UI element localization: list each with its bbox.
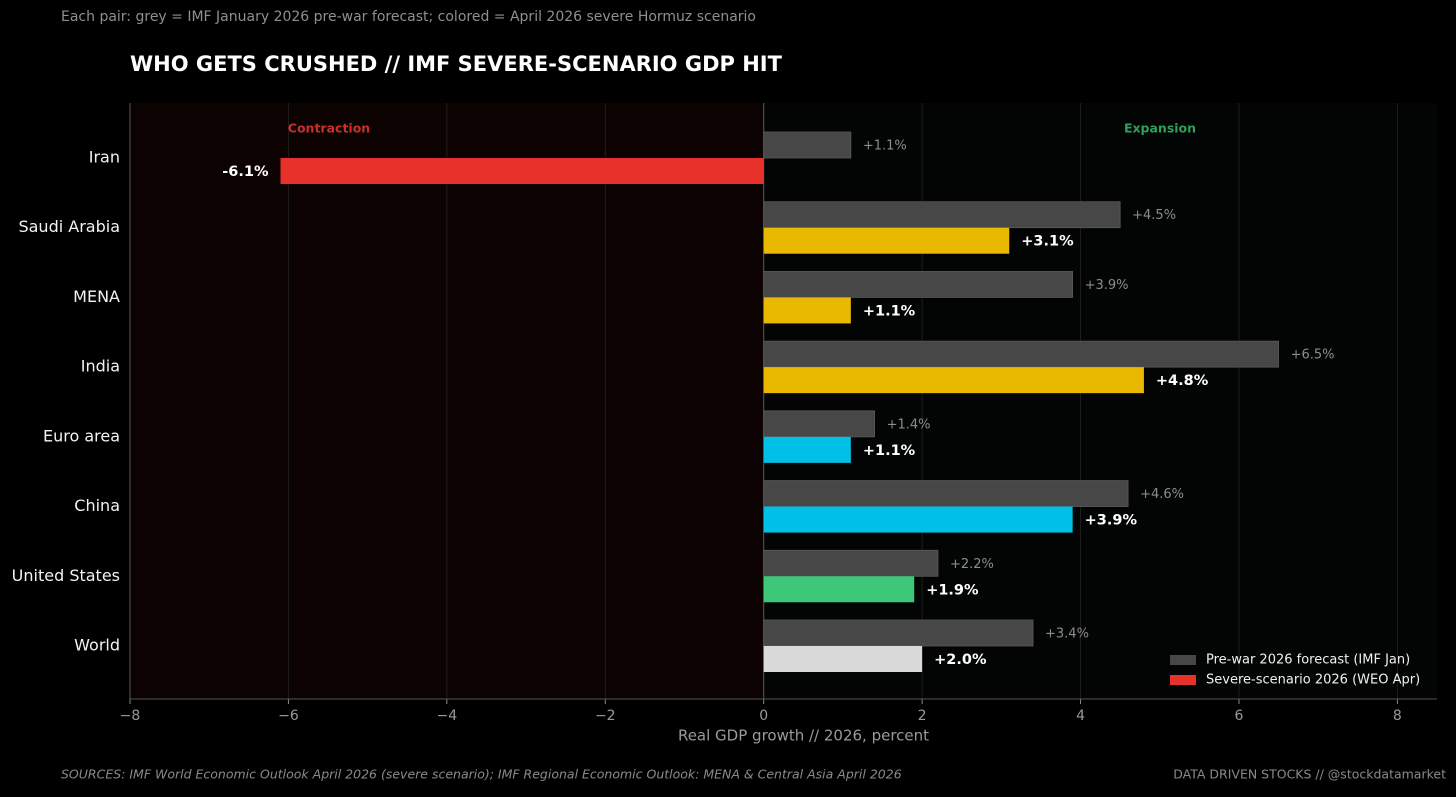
value-label: +1.1% — [863, 139, 907, 154]
x-tick-label: 4 — [1076, 708, 1085, 724]
x-tick-label: −6 — [278, 708, 299, 724]
x-tick-label: 0 — [759, 708, 768, 724]
value-label: +1.1% — [863, 443, 916, 459]
value-label: +4.5% — [1132, 208, 1176, 223]
prewar-bar — [763, 410, 875, 438]
x-tick-label: 2 — [918, 708, 927, 724]
expansion-zone — [763, 103, 1437, 699]
legend-swatch — [1170, 655, 1196, 665]
y-tick-label: MENA — [73, 287, 120, 306]
prewar-bar — [763, 131, 852, 159]
value-label: +4.8% — [1156, 373, 1209, 389]
subtitle: Each pair: grey = IMF January 2026 pre-w… — [61, 9, 756, 25]
severe-bar — [763, 297, 851, 324]
severe-bar — [763, 646, 923, 672]
y-tick-label: United States — [12, 566, 120, 585]
y-tick-label: Euro area — [43, 426, 120, 445]
value-label: +4.6% — [1140, 487, 1184, 502]
x-tick-label: −8 — [120, 708, 141, 724]
value-label: +6.5% — [1291, 348, 1335, 363]
severe-bar — [763, 576, 915, 603]
severe-bar — [763, 227, 1010, 254]
value-label: +3.9% — [1085, 513, 1138, 529]
prewar-bar — [763, 549, 939, 577]
severe-bar — [280, 158, 764, 184]
y-tick-label: World — [74, 636, 120, 655]
annotation: Expansion — [1124, 121, 1196, 136]
prewar-bar — [763, 480, 1129, 507]
x-axis-label: Real GDP growth // 2026, percent — [678, 727, 929, 745]
x-tick-label: −4 — [437, 708, 458, 724]
value-label: -6.1% — [222, 164, 269, 180]
prewar-bar — [763, 619, 1034, 647]
legend-swatch — [1170, 675, 1196, 685]
value-label: +1.9% — [926, 582, 979, 598]
x-tick-label: 6 — [1235, 708, 1244, 724]
value-label: +2.0% — [934, 652, 987, 668]
y-tick-label: Saudi Arabia — [18, 217, 120, 236]
source: SOURCES: IMF World Economic Outlook Apri… — [61, 767, 902, 782]
severe-bar — [763, 436, 851, 463]
severe-bar — [763, 367, 1144, 394]
chart-title: WHO GETS CRUSHED // IMF SEVERE-SCENARIO … — [130, 52, 783, 76]
legend-label: Pre-war 2026 forecast (IMF Jan) — [1206, 653, 1410, 668]
prewar-bar — [763, 340, 1279, 368]
annotation: Contraction — [288, 121, 370, 136]
x-tick-label: −2 — [595, 708, 616, 724]
severe-bar — [763, 506, 1073, 533]
value-label: +3.4% — [1045, 627, 1089, 642]
value-label: +1.1% — [863, 303, 916, 319]
value-label: +2.2% — [950, 557, 994, 572]
legend-label: Severe-scenario 2026 (WEO Apr) — [1206, 673, 1420, 688]
value-label: +3.9% — [1085, 278, 1129, 293]
prewar-bar — [763, 201, 1121, 229]
credit: DATA DRIVEN STOCKS // @stockdatamarket — [1173, 767, 1446, 782]
y-tick-label: China — [74, 496, 120, 515]
x-tick-label: 8 — [1393, 708, 1402, 724]
value-label: +1.4% — [887, 417, 931, 432]
y-tick-label: Iran — [89, 148, 120, 167]
prewar-bar — [763, 271, 1074, 298]
value-label: +3.1% — [1021, 234, 1074, 250]
y-tick-label: India — [81, 357, 120, 376]
